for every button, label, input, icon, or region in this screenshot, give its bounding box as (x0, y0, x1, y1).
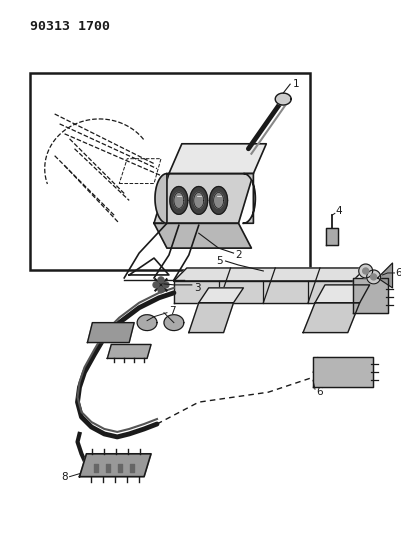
Polygon shape (243, 174, 255, 223)
Text: 90313 1700: 90313 1700 (30, 20, 109, 33)
Text: 8: 8 (61, 472, 68, 482)
Polygon shape (79, 454, 151, 477)
Polygon shape (188, 303, 233, 333)
Polygon shape (107, 344, 151, 358)
Text: 3: 3 (193, 283, 200, 293)
Polygon shape (170, 187, 187, 214)
Polygon shape (154, 223, 251, 248)
Polygon shape (213, 192, 223, 208)
Circle shape (158, 277, 164, 283)
Polygon shape (366, 270, 380, 284)
Polygon shape (198, 288, 243, 303)
Text: 7: 7 (168, 306, 175, 316)
Polygon shape (155, 174, 166, 223)
Text: 1: 1 (292, 79, 299, 89)
Bar (30, 73, 309, 270)
Polygon shape (209, 187, 227, 214)
Circle shape (153, 282, 158, 288)
Text: 6: 6 (315, 387, 322, 397)
Polygon shape (164, 314, 183, 330)
Polygon shape (154, 174, 253, 223)
Polygon shape (174, 281, 352, 303)
Polygon shape (325, 228, 337, 245)
Polygon shape (377, 263, 391, 288)
Polygon shape (189, 187, 207, 214)
Polygon shape (314, 285, 369, 303)
Polygon shape (174, 192, 183, 208)
Polygon shape (312, 358, 372, 387)
Text: 4: 4 (335, 206, 342, 216)
Polygon shape (174, 268, 365, 281)
Polygon shape (137, 314, 157, 330)
Polygon shape (362, 268, 368, 274)
Polygon shape (302, 303, 359, 333)
Text: 6: 6 (395, 268, 401, 278)
Circle shape (162, 282, 168, 288)
Polygon shape (352, 278, 387, 313)
Polygon shape (168, 144, 265, 174)
Text: 2: 2 (235, 250, 241, 260)
Polygon shape (87, 322, 134, 343)
Polygon shape (275, 93, 290, 105)
Polygon shape (358, 264, 372, 278)
Polygon shape (370, 274, 376, 280)
Circle shape (158, 287, 164, 293)
Text: 5: 5 (216, 256, 223, 266)
Polygon shape (193, 192, 203, 208)
